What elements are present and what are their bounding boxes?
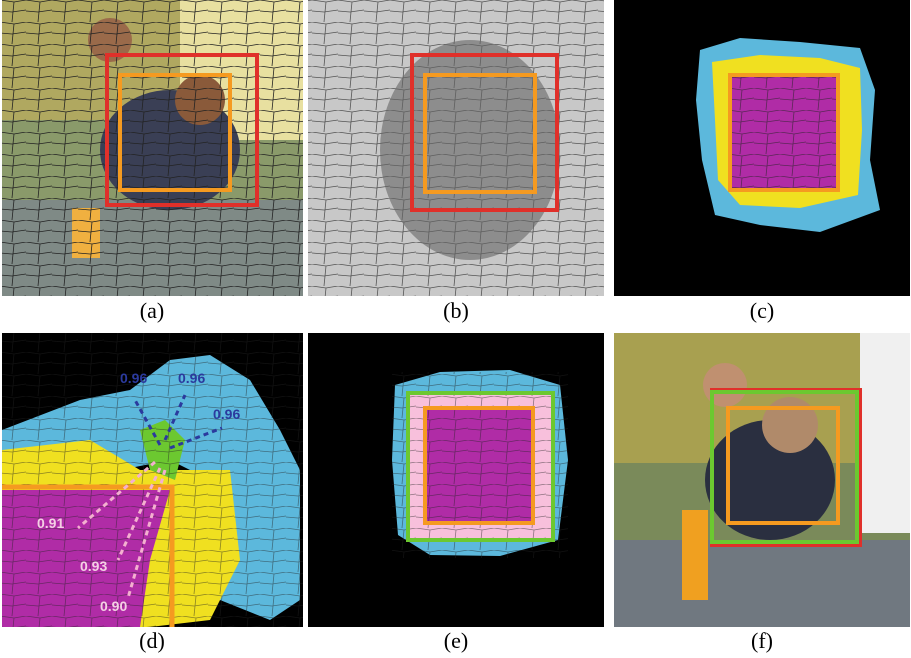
panel-label: (f)	[751, 628, 773, 653]
panel-a	[2, 0, 303, 296]
panel-f	[614, 333, 910, 627]
annotation: 0.96	[213, 406, 240, 422]
annotation: 0.90	[100, 598, 127, 614]
panel-label: (d)	[139, 628, 165, 653]
panel-b	[308, 0, 604, 296]
annotation: 0.93	[80, 558, 107, 574]
annotation: 0.96	[120, 370, 147, 386]
panel-c	[614, 0, 910, 296]
panel-label: (b)	[443, 298, 469, 323]
panel-label: (e)	[444, 628, 468, 653]
figure: 0.96 0.96 0.96 0.91 0.93 0.90 (a) (b) (c…	[0, 0, 911, 658]
annotation: 0.91	[37, 515, 64, 531]
panel-label: (a)	[140, 298, 164, 323]
annotation: 0.96	[178, 370, 205, 386]
panel-label: (c)	[750, 298, 774, 323]
panel-e	[308, 333, 604, 627]
panel-d: 0.96 0.96 0.96 0.91 0.93 0.90	[2, 333, 303, 627]
